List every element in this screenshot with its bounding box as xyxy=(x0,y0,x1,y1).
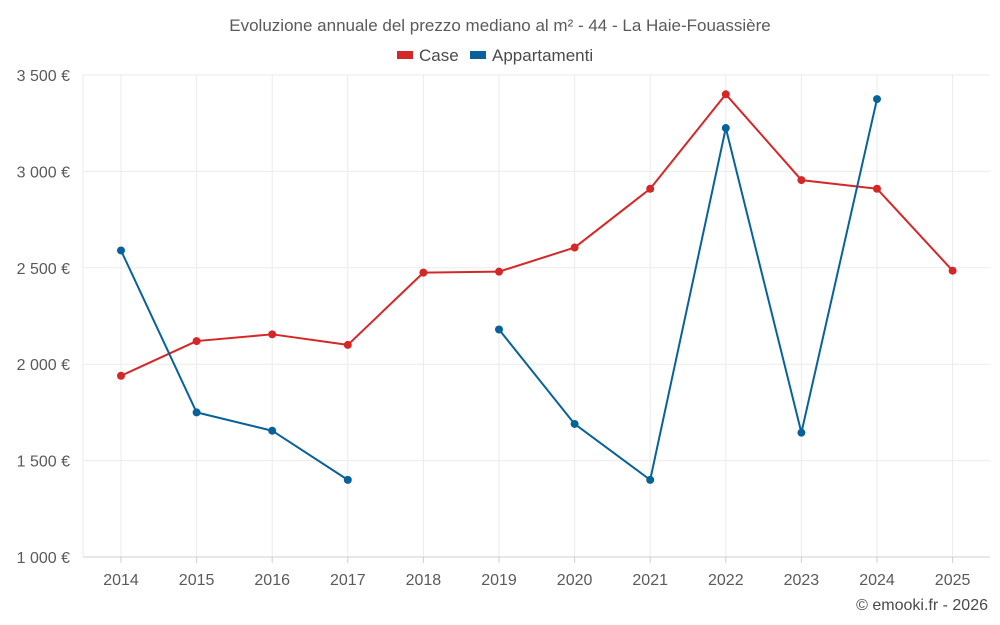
y-tick-label: 3 000 € xyxy=(17,164,70,181)
data-point-appartamenti xyxy=(192,408,201,417)
legend: Case Appartamenti xyxy=(397,46,593,65)
series-appartamenti xyxy=(117,95,881,484)
data-point-appartamenti xyxy=(495,325,503,334)
x-tick-label: 2019 xyxy=(481,572,517,589)
data-point-case xyxy=(873,184,881,193)
series-case xyxy=(117,90,957,380)
data-point-appartamenti xyxy=(570,419,579,428)
y-tick-label: 2 500 € xyxy=(17,261,70,278)
data-point-case xyxy=(797,176,806,185)
data-point-appartamenti xyxy=(268,426,277,435)
data-point-appartamenti xyxy=(646,475,655,484)
x-tick-label: 2015 xyxy=(179,572,215,589)
data-point-appartamenti xyxy=(873,95,881,104)
x-tick-label: 2024 xyxy=(859,572,895,589)
x-tick-label: 2022 xyxy=(708,572,744,589)
x-tick-label: 2023 xyxy=(784,572,820,589)
y-tick-label: 2 000 € xyxy=(17,357,70,374)
data-point-appartamenti xyxy=(117,246,125,255)
x-axis-ticks: 2014 2015 2016 2017 2018 2019 2020 2021 2022 2023… xyxy=(103,557,970,589)
x-tick-label: 2020 xyxy=(557,572,593,589)
data-point-case xyxy=(948,266,957,275)
legend-swatch-case xyxy=(397,51,413,59)
grid xyxy=(82,74,990,557)
data-point-case xyxy=(192,337,201,346)
chart-title: Evoluzione annuale del prezzo mediano al… xyxy=(229,16,770,35)
series-line-appartamenti xyxy=(120,250,349,481)
x-tick-label: 2016 xyxy=(254,572,290,589)
data-point-appartamenti xyxy=(343,475,352,484)
y-tick-label: 1 000 € xyxy=(17,550,70,567)
data-point-case xyxy=(419,268,428,277)
credit-text: © emooki.fr - 2026 xyxy=(856,597,988,614)
legend-label-appartamenti: Appartamenti xyxy=(492,46,593,65)
legend-label-case: Case xyxy=(419,46,459,65)
series-line-case xyxy=(120,93,954,377)
x-tick-label: 2021 xyxy=(632,572,668,589)
data-point-case xyxy=(343,340,352,349)
data-point-case xyxy=(495,267,503,276)
y-axis-ticks: 1 000 € 1 500 € 2 000 € 2 500 € 3 000 € 3 500… xyxy=(17,68,70,567)
series-line-appartamenti xyxy=(498,98,878,481)
data-point-case xyxy=(646,184,655,193)
data-point-case xyxy=(570,243,579,252)
y-tick-label: 1 500 € xyxy=(17,454,70,471)
data-point-appartamenti xyxy=(797,428,806,437)
x-tick-label: 2018 xyxy=(406,572,442,589)
y-tick-label: 3 500 € xyxy=(17,68,70,85)
data-point-case xyxy=(117,371,125,380)
series-layer xyxy=(117,90,957,484)
data-point-case xyxy=(721,90,730,99)
data-point-appartamenti xyxy=(721,124,730,133)
x-tick-label: 2025 xyxy=(935,572,971,589)
x-tick-label: 2014 xyxy=(103,572,139,589)
x-tick-label: 2017 xyxy=(330,572,366,589)
data-point-case xyxy=(268,330,277,339)
legend-swatch-appartamenti xyxy=(470,51,486,59)
